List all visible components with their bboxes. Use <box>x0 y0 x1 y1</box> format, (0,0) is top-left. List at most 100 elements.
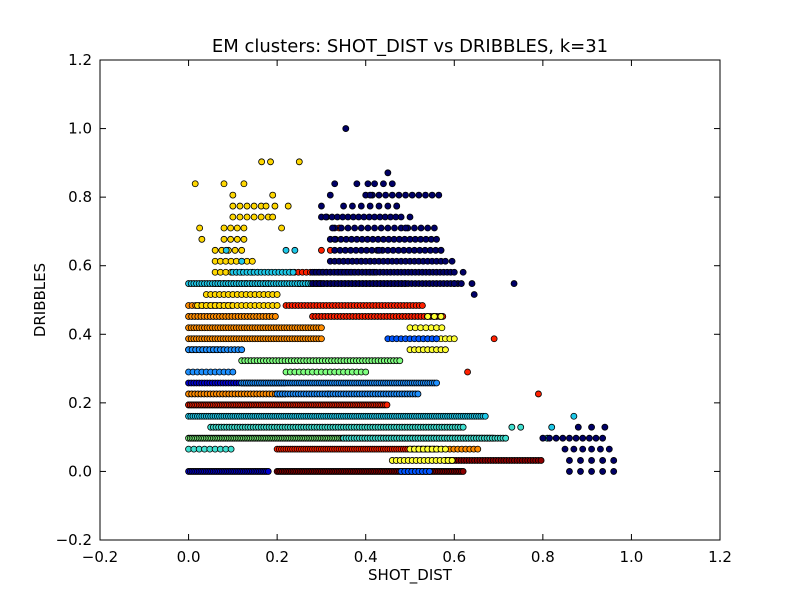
data-point <box>448 457 456 464</box>
y-tick-label: 0.2 <box>68 394 92 412</box>
data-point <box>229 368 237 376</box>
chart-title: EM clusters: SHOT_DIST vs DRIBBLES, k=31 <box>212 36 608 57</box>
data-point <box>430 224 438 232</box>
data-point <box>318 246 325 254</box>
data-point <box>490 335 498 343</box>
data-point <box>406 213 414 221</box>
data-point <box>561 445 569 453</box>
data-point <box>570 412 578 420</box>
data-point <box>610 457 618 464</box>
data-point <box>366 191 374 199</box>
data-point <box>329 224 336 232</box>
data-point <box>238 346 246 354</box>
data-point <box>273 291 281 298</box>
data-point <box>351 224 359 232</box>
data-point <box>337 224 345 232</box>
data-point <box>414 390 422 398</box>
data-point <box>450 280 458 287</box>
data-point <box>546 434 553 442</box>
data-point <box>227 235 235 243</box>
data-point <box>418 302 426 309</box>
data-point <box>570 445 578 453</box>
data-point <box>502 434 510 442</box>
data-point <box>579 434 587 442</box>
data-point <box>196 224 204 232</box>
data-point <box>238 246 246 254</box>
data-point <box>362 368 370 376</box>
data-point <box>236 202 244 210</box>
data-point <box>468 280 476 287</box>
x-tick-label: 0.8 <box>531 548 555 566</box>
data-point <box>437 246 445 254</box>
data-point <box>243 202 251 210</box>
data-point <box>433 335 440 343</box>
data-point <box>236 213 244 221</box>
data-point <box>597 445 604 453</box>
y-tick-label: −0.2 <box>56 531 92 549</box>
data-point <box>422 191 429 199</box>
data-point <box>240 180 248 188</box>
x-axis-label: SHOT_DIST <box>368 566 453 585</box>
data-point <box>438 324 446 332</box>
data-point <box>291 246 299 254</box>
data-point <box>393 202 401 210</box>
data-point <box>382 191 390 199</box>
data-point <box>388 191 396 199</box>
data-point <box>229 213 237 221</box>
data-point <box>415 191 423 199</box>
data-point <box>258 158 266 166</box>
data-point <box>220 235 228 243</box>
data-point <box>411 224 418 232</box>
data-point <box>318 324 325 332</box>
x-tick-label: 0.4 <box>354 548 378 566</box>
x-tick-label: −0.2 <box>82 548 118 566</box>
data-point <box>588 457 595 464</box>
data-point <box>552 434 560 442</box>
y-axis: −0.2 0.0 0.2 0.4 0.6 0.8 1.0 1.2 <box>56 51 720 549</box>
data-point <box>375 246 383 254</box>
data-point <box>599 468 607 475</box>
data-point <box>240 224 248 232</box>
data-point <box>340 202 347 210</box>
data-point <box>377 224 385 232</box>
data-point <box>464 368 471 376</box>
data-point <box>331 235 339 243</box>
x-tick-label: 0.0 <box>177 548 201 566</box>
data-point <box>357 202 365 210</box>
data-point <box>264 468 272 475</box>
y-tick-label: 0.4 <box>68 325 92 343</box>
data-point <box>424 224 432 232</box>
data-point <box>257 213 265 221</box>
data-point <box>243 213 251 221</box>
data-point <box>380 180 387 188</box>
data-point <box>342 125 350 132</box>
data-point <box>289 268 297 276</box>
data-point <box>442 346 449 354</box>
data-point <box>585 434 593 442</box>
points-layer <box>185 125 618 475</box>
data-point <box>599 457 607 464</box>
plot-frame <box>99 59 721 541</box>
data-point <box>430 313 438 320</box>
data-point <box>605 445 613 453</box>
data-point <box>417 224 425 232</box>
data-point <box>508 423 516 431</box>
data-point <box>220 224 228 232</box>
data-point <box>227 224 235 232</box>
data-point <box>318 335 325 343</box>
data-point <box>349 202 356 210</box>
x-tick-label: 1.2 <box>708 548 732 566</box>
data-point <box>366 202 374 210</box>
x-tick-label: 0.2 <box>265 548 289 566</box>
data-point <box>470 291 478 298</box>
data-point <box>433 235 440 243</box>
y-tick-label: 0.8 <box>68 188 92 206</box>
data-point <box>384 224 392 232</box>
y-tick-label: 0.0 <box>68 462 92 480</box>
data-point <box>388 180 396 188</box>
data-point <box>517 423 525 431</box>
data-point <box>459 268 467 276</box>
data-point <box>269 213 277 221</box>
data-point <box>481 412 489 420</box>
